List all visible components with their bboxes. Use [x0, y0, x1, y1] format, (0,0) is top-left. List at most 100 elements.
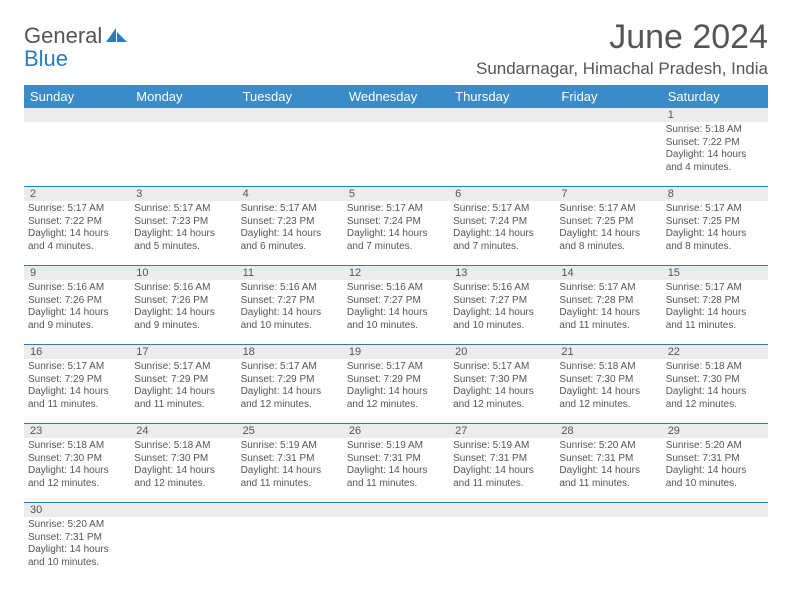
day-cell: Sunrise: 5:17 AMSunset: 7:23 PMDaylight:…: [130, 201, 236, 265]
empty-cell: [24, 122, 130, 186]
day-number: 23: [24, 424, 130, 438]
sunrise-line: Sunrise: 5:17 AM: [666, 282, 764, 295]
sunset-line: Sunset: 7:27 PM: [347, 295, 445, 308]
daylight-line: Daylight: 14 hours and 12 minutes.: [453, 386, 551, 411]
day-cell: Sunrise: 5:17 AMSunset: 7:22 PMDaylight:…: [24, 201, 130, 265]
sunrise-line: Sunrise: 5:17 AM: [134, 203, 232, 216]
empty-cell: [237, 122, 343, 186]
daylight-line: Daylight: 14 hours and 11 minutes.: [241, 465, 339, 490]
empty-cell: [555, 517, 661, 581]
daylight-line: Daylight: 14 hours and 11 minutes.: [666, 307, 764, 332]
sunset-line: Sunset: 7:25 PM: [559, 216, 657, 229]
day-number: 27: [449, 424, 555, 438]
daylight-line: Daylight: 14 hours and 6 minutes.: [241, 228, 339, 253]
sunrise-line: Sunrise: 5:17 AM: [559, 203, 657, 216]
day-cell: Sunrise: 5:17 AMSunset: 7:24 PMDaylight:…: [449, 201, 555, 265]
sunset-line: Sunset: 7:22 PM: [666, 137, 764, 150]
day-cell: Sunrise: 5:17 AMSunset: 7:29 PMDaylight:…: [130, 359, 236, 423]
location-subtitle: Sundarnagar, Himachal Pradesh, India: [476, 59, 768, 79]
daylight-line: Daylight: 14 hours and 11 minutes.: [453, 465, 551, 490]
day-cell: Sunrise: 5:18 AMSunset: 7:30 PMDaylight:…: [555, 359, 661, 423]
day-cell: Sunrise: 5:17 AMSunset: 7:29 PMDaylight:…: [343, 359, 449, 423]
sunset-line: Sunset: 7:31 PM: [28, 532, 126, 545]
day-number: [130, 503, 236, 517]
day-cell: Sunrise: 5:17 AMSunset: 7:30 PMDaylight:…: [449, 359, 555, 423]
day-number: 15: [662, 266, 768, 280]
day-number: 29: [662, 424, 768, 438]
sunrise-line: Sunrise: 5:17 AM: [28, 361, 126, 374]
sunset-line: Sunset: 7:26 PM: [134, 295, 232, 308]
sunset-line: Sunset: 7:27 PM: [241, 295, 339, 308]
day-number: [343, 108, 449, 122]
sunrise-line: Sunrise: 5:18 AM: [134, 440, 232, 453]
daylight-line: Daylight: 14 hours and 4 minutes.: [28, 228, 126, 253]
day-cell: Sunrise: 5:17 AMSunset: 7:29 PMDaylight:…: [237, 359, 343, 423]
daylight-line: Daylight: 14 hours and 5 minutes.: [134, 228, 232, 253]
sunset-line: Sunset: 7:24 PM: [347, 216, 445, 229]
week-row: Sunrise: 5:17 AMSunset: 7:22 PMDaylight:…: [24, 201, 768, 266]
daylight-line: Daylight: 14 hours and 10 minutes.: [453, 307, 551, 332]
sunset-line: Sunset: 7:23 PM: [134, 216, 232, 229]
sunrise-line: Sunrise: 5:19 AM: [347, 440, 445, 453]
sunrise-line: Sunrise: 5:18 AM: [559, 361, 657, 374]
daylight-line: Daylight: 14 hours and 12 minutes.: [666, 386, 764, 411]
empty-cell: [343, 517, 449, 581]
daylight-line: Daylight: 14 hours and 12 minutes.: [28, 465, 126, 490]
daynum-row: 16171819202122: [24, 345, 768, 359]
day-number: 17: [130, 345, 236, 359]
daylight-line: Daylight: 14 hours and 8 minutes.: [666, 228, 764, 253]
sunset-line: Sunset: 7:29 PM: [241, 374, 339, 387]
daylight-line: Daylight: 14 hours and 4 minutes.: [666, 149, 764, 174]
day-number: [449, 503, 555, 517]
day-cell: Sunrise: 5:17 AMSunset: 7:23 PMDaylight:…: [237, 201, 343, 265]
day-number: 10: [130, 266, 236, 280]
empty-cell: [237, 517, 343, 581]
sunrise-line: Sunrise: 5:20 AM: [28, 519, 126, 532]
daylight-line: Daylight: 14 hours and 12 minutes.: [241, 386, 339, 411]
week-row: Sunrise: 5:18 AMSunset: 7:30 PMDaylight:…: [24, 438, 768, 503]
day-cell: Sunrise: 5:20 AMSunset: 7:31 PMDaylight:…: [555, 438, 661, 502]
weeks-container: 1Sunrise: 5:18 AMSunset: 7:22 PMDaylight…: [24, 108, 768, 581]
daylight-line: Daylight: 14 hours and 8 minutes.: [559, 228, 657, 253]
week-row: Sunrise: 5:18 AMSunset: 7:22 PMDaylight:…: [24, 122, 768, 187]
empty-cell: [343, 122, 449, 186]
day-number: 7: [555, 187, 661, 201]
sunrise-line: Sunrise: 5:20 AM: [666, 440, 764, 453]
day-number: 16: [24, 345, 130, 359]
sunrise-line: Sunrise: 5:17 AM: [241, 203, 339, 216]
sunrise-line: Sunrise: 5:16 AM: [28, 282, 126, 295]
day-cell: Sunrise: 5:18 AMSunset: 7:30 PMDaylight:…: [24, 438, 130, 502]
sunrise-line: Sunrise: 5:17 AM: [241, 361, 339, 374]
day-number: 21: [555, 345, 661, 359]
empty-cell: [662, 517, 768, 581]
daylight-line: Daylight: 14 hours and 12 minutes.: [559, 386, 657, 411]
day-cell: Sunrise: 5:17 AMSunset: 7:24 PMDaylight:…: [343, 201, 449, 265]
daylight-line: Daylight: 14 hours and 11 minutes.: [559, 307, 657, 332]
day-cell: Sunrise: 5:16 AMSunset: 7:26 PMDaylight:…: [130, 280, 236, 344]
sunrise-line: Sunrise: 5:16 AM: [347, 282, 445, 295]
day-cell: Sunrise: 5:16 AMSunset: 7:26 PMDaylight:…: [24, 280, 130, 344]
sunrise-line: Sunrise: 5:17 AM: [28, 203, 126, 216]
sunset-line: Sunset: 7:31 PM: [241, 453, 339, 466]
sunrise-line: Sunrise: 5:17 AM: [453, 203, 551, 216]
day-header: Friday: [555, 85, 661, 108]
day-header: Sunday: [24, 85, 130, 108]
daylight-line: Daylight: 14 hours and 10 minutes.: [241, 307, 339, 332]
sunrise-line: Sunrise: 5:20 AM: [559, 440, 657, 453]
day-number: 18: [237, 345, 343, 359]
day-number: [237, 108, 343, 122]
day-cell: Sunrise: 5:18 AMSunset: 7:22 PMDaylight:…: [662, 122, 768, 186]
sunrise-line: Sunrise: 5:17 AM: [347, 203, 445, 216]
sunset-line: Sunset: 7:29 PM: [134, 374, 232, 387]
day-header: Wednesday: [343, 85, 449, 108]
daylight-line: Daylight: 14 hours and 11 minutes.: [134, 386, 232, 411]
day-number: [130, 108, 236, 122]
day-cell: Sunrise: 5:17 AMSunset: 7:28 PMDaylight:…: [555, 280, 661, 344]
sunrise-line: Sunrise: 5:18 AM: [666, 124, 764, 137]
empty-cell: [555, 122, 661, 186]
sunset-line: Sunset: 7:24 PM: [453, 216, 551, 229]
sunset-line: Sunset: 7:29 PM: [28, 374, 126, 387]
day-number: [449, 108, 555, 122]
week-row: Sunrise: 5:20 AMSunset: 7:31 PMDaylight:…: [24, 517, 768, 581]
sunset-line: Sunset: 7:27 PM: [453, 295, 551, 308]
